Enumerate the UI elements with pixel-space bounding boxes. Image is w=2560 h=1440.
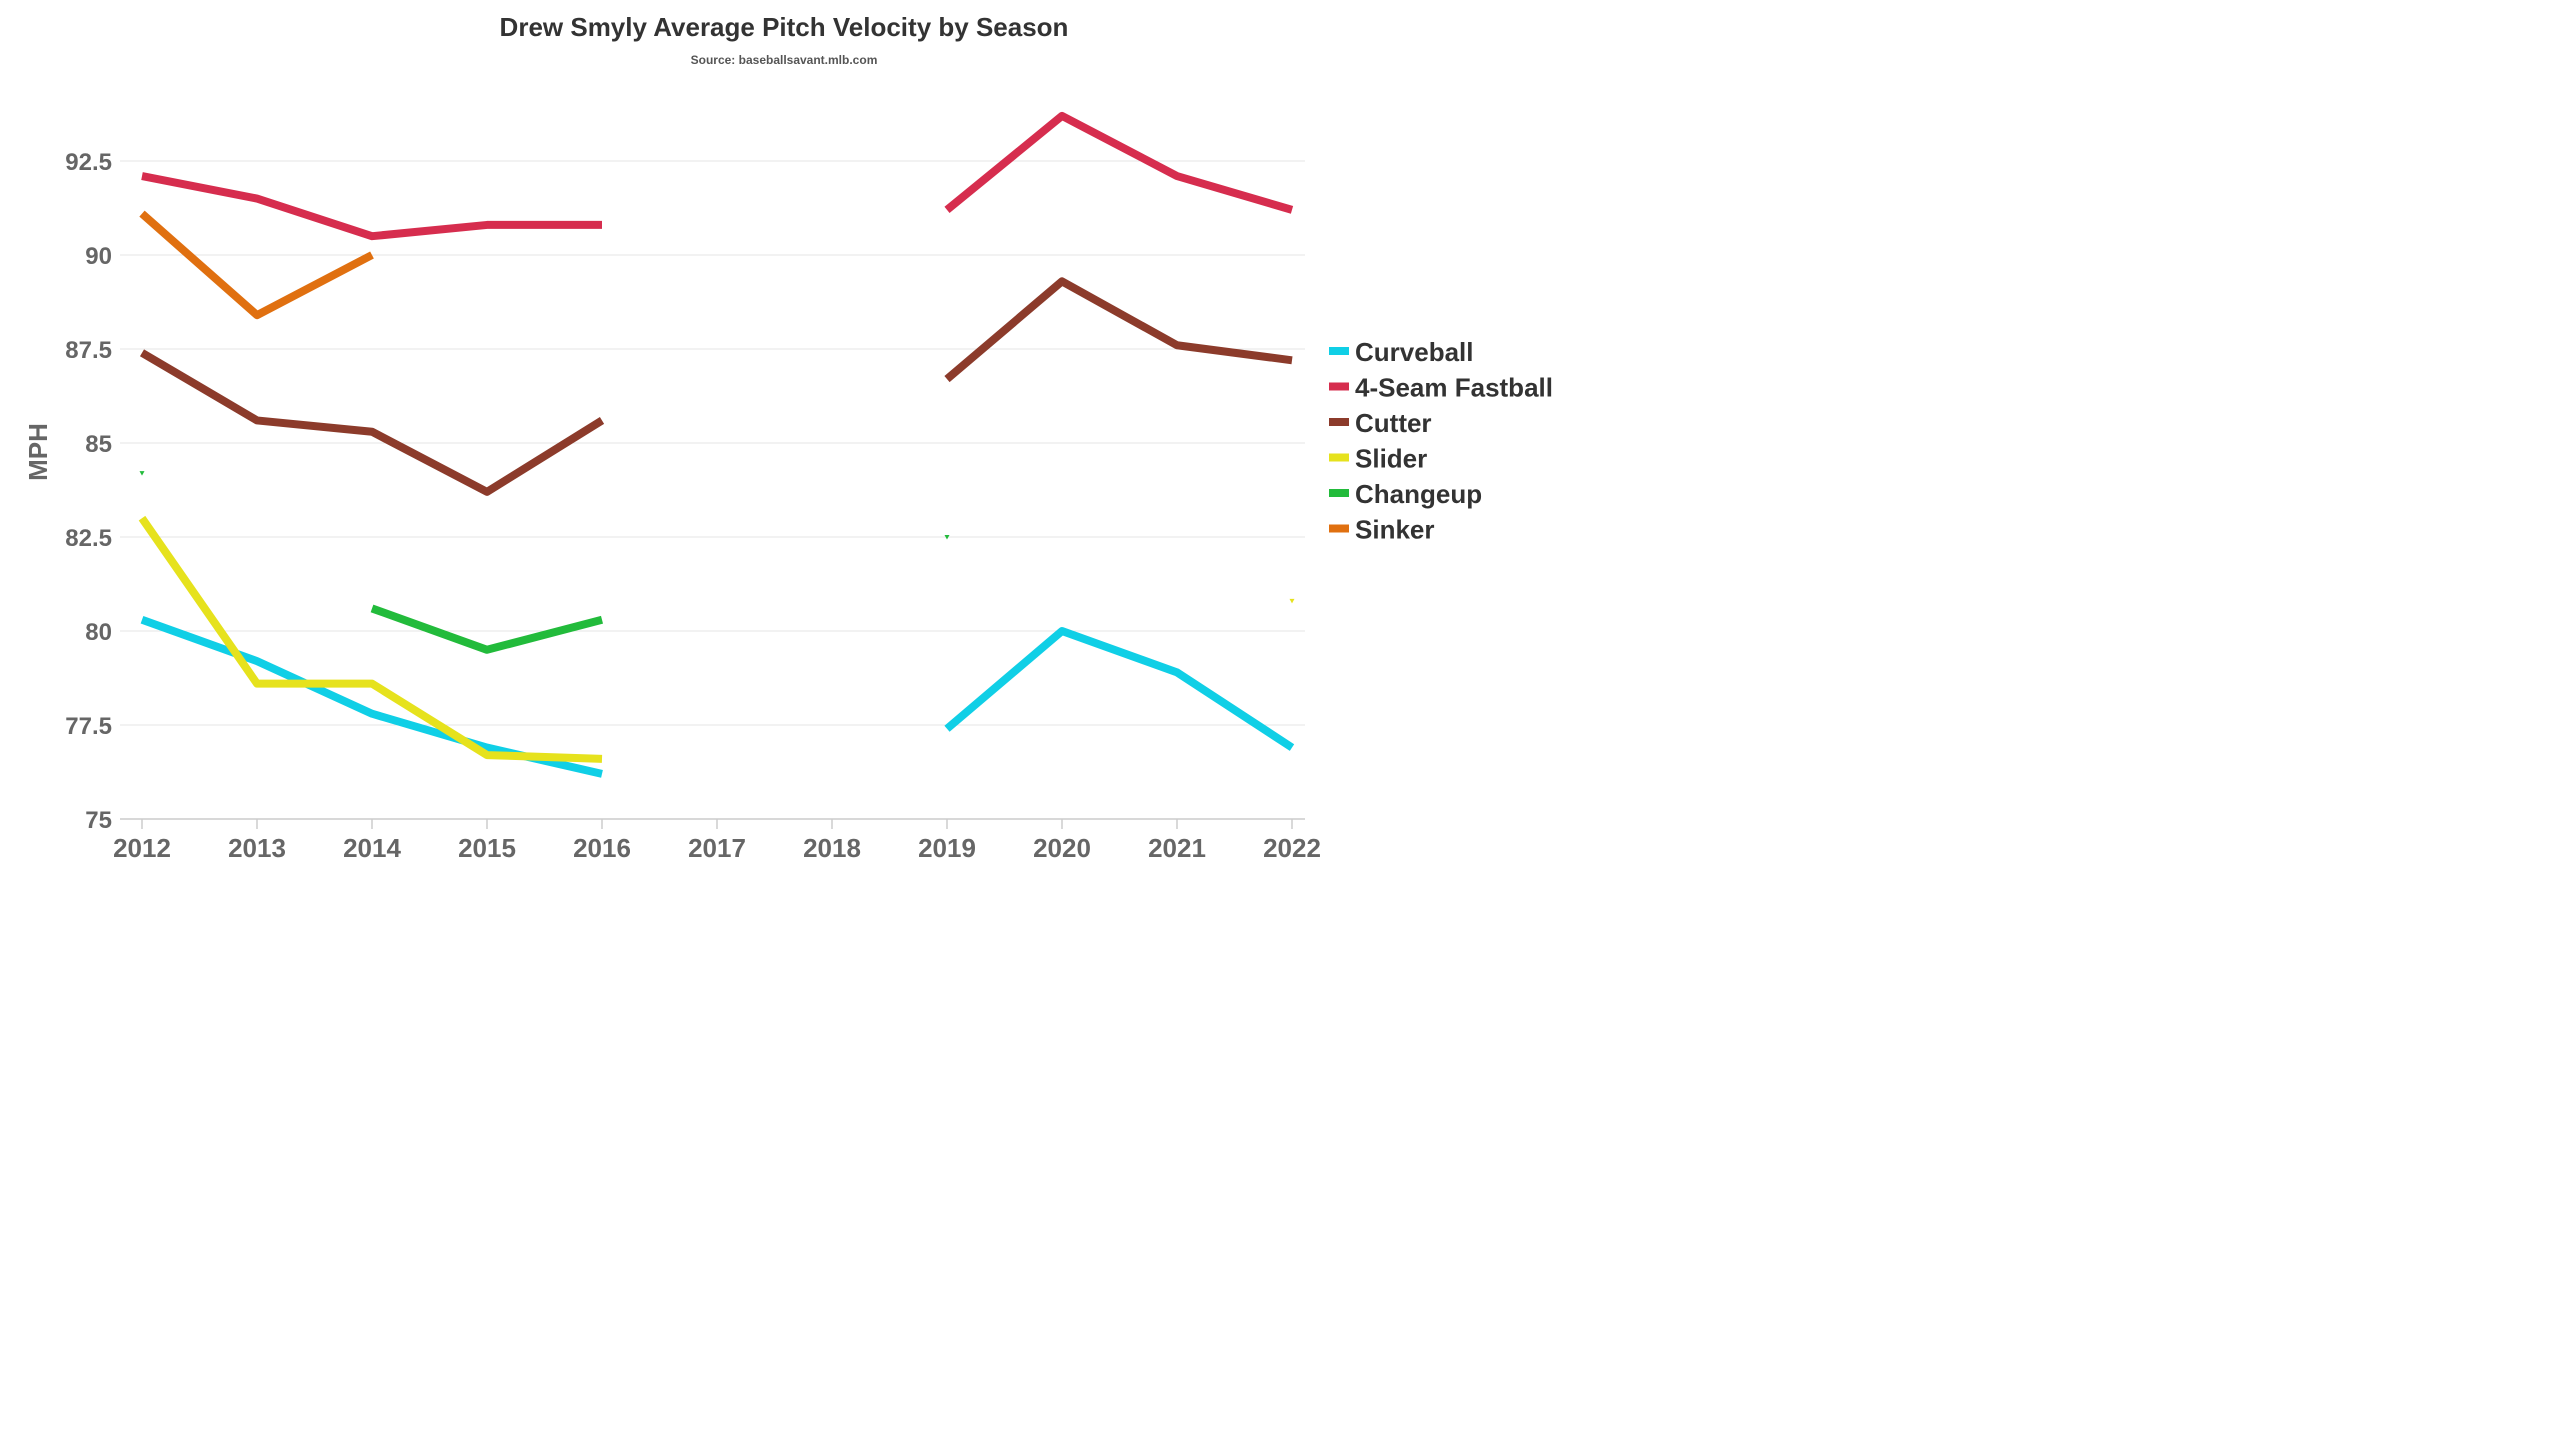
data-point	[944, 535, 950, 540]
x-tick-label: 2020	[1033, 833, 1091, 863]
data-point	[1289, 598, 1295, 604]
series-line	[141, 172, 602, 241]
series-line	[370, 604, 604, 654]
x-tick-label: 2018	[803, 833, 861, 863]
series-cutter	[139, 277, 1293, 496]
x-tick-label: 2017	[688, 833, 746, 863]
legend-label: 4-Seam Fastball	[1355, 373, 1553, 403]
x-tick-label: 2012	[113, 833, 171, 863]
series-slider	[138, 515, 1295, 763]
x-tick-label: 2019	[918, 833, 976, 863]
x-tick-label: 2021	[1148, 833, 1206, 863]
y-tick-label: 85	[85, 431, 112, 458]
legend-swatch	[1329, 418, 1349, 426]
y-axis-label: MPH	[23, 423, 53, 481]
legend-swatch	[1329, 347, 1349, 355]
legend-swatch	[1329, 524, 1349, 533]
y-tick-label: 87.5	[65, 337, 112, 364]
legend-label: Changeup	[1355, 479, 1482, 509]
legend-label: Curveball	[1355, 337, 1474, 367]
legend-label: Cutter	[1355, 408, 1432, 438]
legend-label: Slider	[1355, 444, 1427, 474]
data-point	[139, 471, 145, 476]
gridlines	[120, 160, 1305, 726]
y-tick-label: 92.5	[65, 149, 112, 176]
series-line	[944, 277, 1293, 383]
chart-title: Drew Smyly Average Pitch Velocity by Sea…	[500, 12, 1069, 42]
series-sinker	[139, 210, 374, 320]
series-curveball	[140, 615, 1295, 778]
series-line	[139, 349, 605, 496]
x-tick-label: 2015	[458, 833, 516, 863]
series-line	[138, 515, 603, 763]
y-tick-label: 77.5	[65, 713, 112, 740]
chart-subtitle: Source: baseballsavant.mlb.com	[691, 53, 878, 67]
x-tick-label: 2022	[1263, 833, 1321, 863]
y-tick-label: 90	[85, 243, 112, 270]
chart: Drew Smyly Average Pitch Velocity by Sea…	[23, 12, 1553, 863]
legend-swatch	[1329, 489, 1349, 497]
series-4-seam-fastball	[141, 111, 1294, 241]
legend-swatch	[1329, 382, 1349, 391]
series-line	[944, 627, 1295, 751]
x-tick-label: 2013	[228, 833, 286, 863]
legend-label: Sinker	[1355, 515, 1435, 545]
series-lines	[138, 111, 1295, 778]
series-changeup	[139, 471, 950, 654]
series-line	[140, 615, 603, 778]
y-tick-label: 80	[85, 619, 112, 646]
x-tick-label: 2016	[573, 833, 631, 863]
legend: Curveball 4-Seam Fastball Cutter Slider Chan…	[1329, 337, 1553, 545]
x-tick-label: 2014	[343, 833, 401, 863]
series-line	[139, 210, 374, 320]
axes: 75 77.5 80 82.5 85 87.5 90 92.5 2012 2013 2014 2015…	[65, 149, 1321, 863]
series-line	[944, 111, 1294, 214]
y-tick-label: 82.5	[65, 525, 112, 552]
legend-swatch	[1329, 453, 1349, 462]
y-tick-label: 75	[85, 807, 112, 834]
